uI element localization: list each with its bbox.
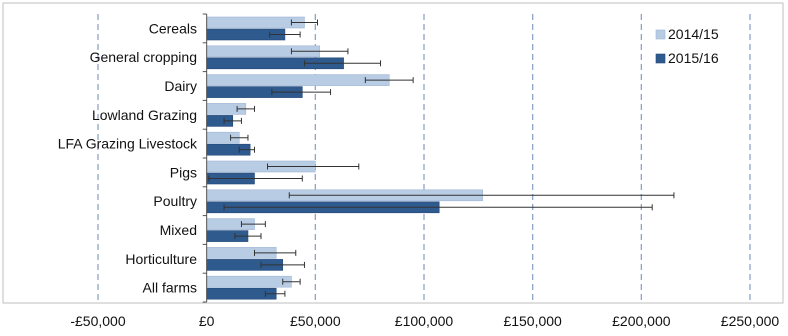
x-tick-label: £200,000 xyxy=(612,313,671,329)
legend-label: 2014/15 xyxy=(668,26,719,42)
x-tick-label: £50,000 xyxy=(290,313,341,329)
category-label: Lowland Grazing xyxy=(92,107,197,123)
error-bars xyxy=(208,19,675,297)
category-label: Pigs xyxy=(170,164,197,180)
category-label: Cereals xyxy=(149,20,197,36)
category-labels: Cereals General cropping Dairy Lowland Graz… xyxy=(58,20,198,295)
bar-2014-15 xyxy=(206,275,292,288)
bar-2014-15 xyxy=(206,16,305,29)
category-label: General cropping xyxy=(90,49,197,65)
legend-swatch xyxy=(655,53,666,64)
category-label: Mixed xyxy=(160,222,197,238)
x-tick-label: £250,000 xyxy=(721,313,780,329)
category-label: Poultry xyxy=(153,193,197,209)
category-label: Horticulture xyxy=(125,251,197,267)
x-tick-label: £150,000 xyxy=(503,313,562,329)
x-tick-label: £100,000 xyxy=(395,313,454,329)
category-label: Dairy xyxy=(164,78,197,94)
legend-swatch xyxy=(655,29,666,40)
bar-2014-15 xyxy=(206,74,390,86)
x-tick-label: £0 xyxy=(199,313,215,329)
legend: 2014/15 2015/16 xyxy=(655,26,719,66)
gridlines xyxy=(97,14,751,302)
category-label: LFA Grazing Livestock xyxy=(58,136,198,152)
category-label: All farms xyxy=(143,280,197,296)
legend-label: 2015/16 xyxy=(668,50,719,66)
x-tick-labels: -£50,000 £0 £50,000 £100,000 £150,000 £200,00… xyxy=(70,313,779,329)
chart-frame xyxy=(2,2,784,304)
axes xyxy=(202,13,208,303)
x-tick-label: -£50,000 xyxy=(70,313,125,329)
